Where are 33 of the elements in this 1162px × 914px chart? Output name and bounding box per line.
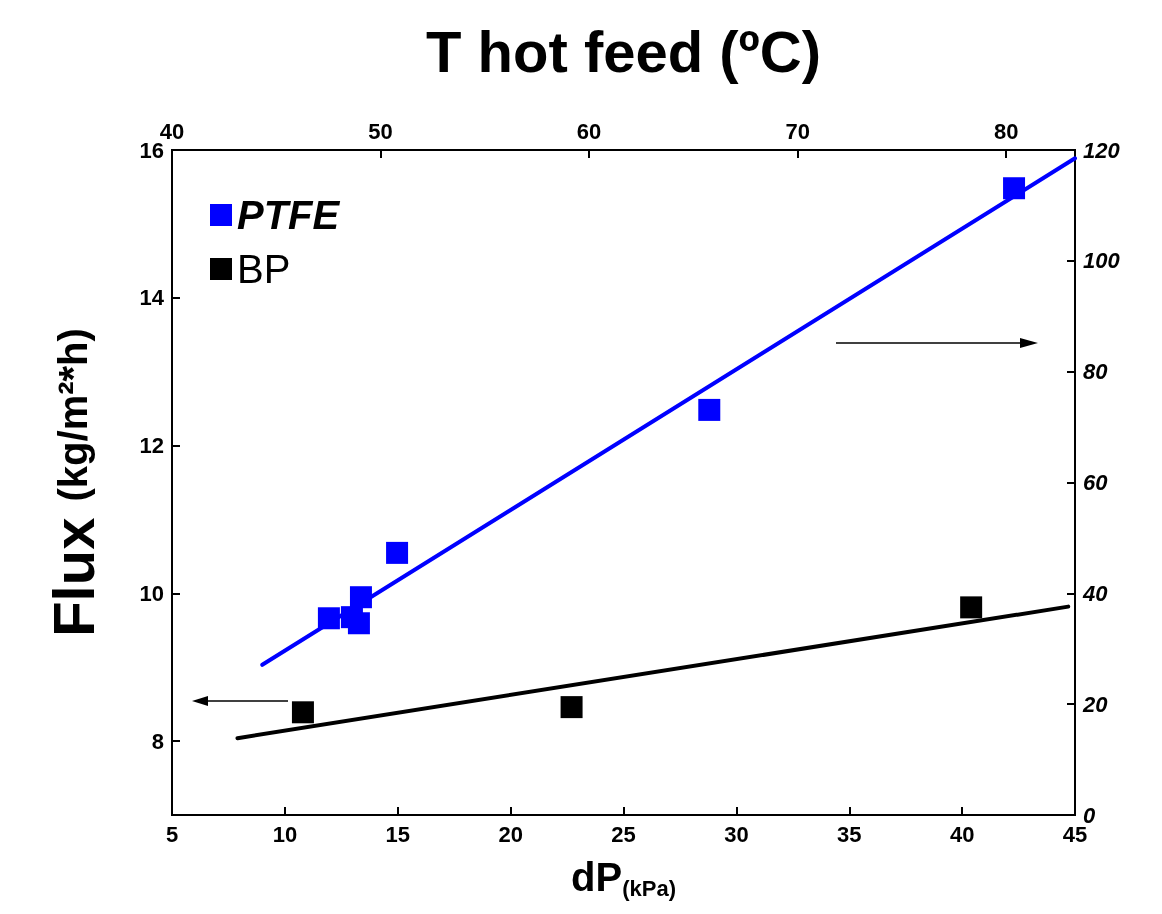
y2-tick-label: 0 — [1083, 802, 1096, 828]
x2-tick-label: 70 — [785, 118, 810, 144]
x-tick-label: 20 — [498, 821, 523, 847]
y2-tick-label: 100 — [1083, 248, 1121, 274]
x-tick-label: 10 — [272, 821, 298, 847]
y-tick-label: 10 — [139, 580, 164, 606]
y-tick-label: 8 — [151, 728, 164, 754]
y2-tick-label: 120 — [1083, 137, 1121, 163]
y2-tick-label: 40 — [1082, 580, 1109, 606]
y2-tick-label: 60 — [1083, 470, 1109, 495]
x-tick-label: 40 — [949, 821, 975, 847]
point — [347, 612, 370, 635]
y2-tick-label: 20 — [1082, 691, 1109, 717]
x-tick-label: 35 — [837, 821, 862, 847]
y-tick-label: 12 — [139, 433, 164, 459]
point — [291, 701, 314, 724]
x-tick-label: 25 — [611, 821, 636, 847]
y2-tick-label: 80 — [1083, 359, 1109, 385]
point — [698, 398, 721, 421]
legend-label: BP — [237, 247, 291, 291]
y-tick-label: 14 — [139, 285, 165, 311]
y-axis-title: Flux (kg/m²*h) — [40, 328, 106, 637]
point — [960, 596, 983, 619]
x-tick-label: 5 — [165, 821, 179, 847]
x2-tick-label: 50 — [368, 118, 393, 144]
x-tick-label: 30 — [724, 821, 749, 847]
x2-axis-title: T hot feed (ºC) — [426, 18, 821, 84]
x2-tick-label: 60 — [576, 118, 602, 144]
x2-tick-label: 80 — [993, 118, 1019, 144]
x-tick-label: 15 — [385, 821, 410, 847]
point — [386, 541, 409, 564]
legend-label: PTFE — [237, 193, 341, 237]
point — [560, 696, 583, 719]
